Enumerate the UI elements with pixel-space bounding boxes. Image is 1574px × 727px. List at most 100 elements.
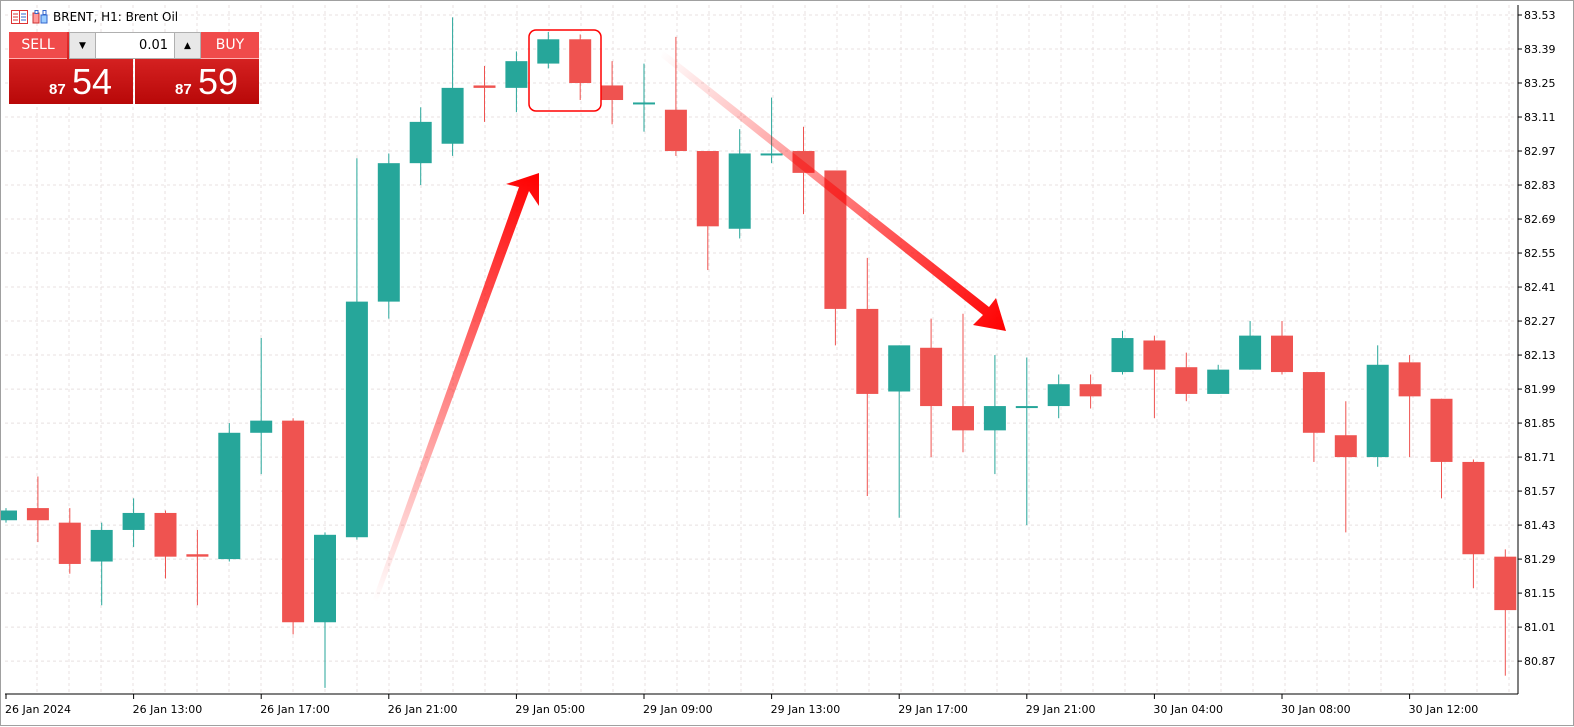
candle <box>983 355 1006 475</box>
price-tick-label: 81.43 <box>1524 519 1556 532</box>
price-tick-label: 82.13 <box>1524 349 1556 362</box>
lot-stepper[interactable]: ▼ 0.01 ▲ <box>69 32 201 59</box>
buy-price-pips: 59 <box>198 61 239 102</box>
candle <box>1079 374 1102 409</box>
time-tick-label: 29 Jan 13:00 <box>771 703 841 716</box>
one-click-trading-panel: SELL 87 54 BUY 87 59 ▼ 0.01 ▲ <box>9 32 259 104</box>
candle-body <box>473 85 496 88</box>
candle <box>314 532 336 688</box>
sell-price-pips: 54 <box>72 61 113 102</box>
candle <box>952 313 974 453</box>
candle <box>154 510 177 579</box>
buy-price-prefix: 87 <box>175 81 192 98</box>
candle-body <box>920 347 943 407</box>
time-tick-label: 26 Jan 17:00 <box>260 703 330 716</box>
candle-body <box>1079 384 1102 397</box>
time-tick-label: 29 Jan 05:00 <box>515 703 585 716</box>
candle-body <box>186 554 209 557</box>
candle-body <box>601 85 624 101</box>
sell-label: SELL <box>9 32 67 59</box>
candle-body <box>569 39 592 84</box>
candle-body <box>1239 335 1262 370</box>
price-tick-label: 82.83 <box>1524 179 1556 192</box>
chart-header: BRENT, H1: Brent Oil <box>11 10 178 24</box>
candle-body <box>250 420 273 433</box>
price-tick-label: 81.29 <box>1524 553 1556 566</box>
candle-body <box>122 512 145 530</box>
candle <box>26 476 49 543</box>
lot-decrease-button[interactable]: ▼ <box>70 33 96 58</box>
candle <box>633 63 655 132</box>
candle-body <box>1462 461 1485 555</box>
candle-body <box>1398 362 1421 397</box>
candle <box>1494 549 1517 676</box>
candle <box>218 423 241 562</box>
candle <box>1 508 17 523</box>
candle <box>1207 364 1230 394</box>
price-tick-label: 83.11 <box>1524 111 1556 124</box>
candle-body <box>664 109 687 152</box>
price-axis[interactable]: 83.53 83.39 83.25 83.11 82.97 82.83 82.69 82.55… <box>1518 9 1556 668</box>
candle <box>345 158 368 540</box>
sell-price-prefix: 87 <box>49 81 66 98</box>
candle <box>1047 374 1070 419</box>
triangle-up-icon: ▲ <box>184 40 191 51</box>
candle <box>90 522 113 606</box>
chart-template-icon[interactable] <box>32 10 49 24</box>
price-tick-label: 81.71 <box>1524 451 1556 464</box>
candle <box>441 17 464 156</box>
candle <box>1334 401 1357 533</box>
annotations <box>371 29 1006 605</box>
candle <box>377 153 400 319</box>
candle <box>1366 345 1389 467</box>
triangle-down-icon: ▼ <box>79 40 86 51</box>
candle-body <box>409 121 432 164</box>
candle-body <box>760 153 783 156</box>
candle-body <box>26 508 49 521</box>
candle-body <box>537 39 560 64</box>
time-tick-label: 29 Jan 21:00 <box>1026 703 1096 716</box>
candle <box>250 338 273 475</box>
candle <box>920 318 943 458</box>
candle-body <box>824 170 847 309</box>
price-tick-label: 81.01 <box>1524 621 1556 634</box>
candle-body <box>983 406 1006 431</box>
time-tick-label: 30 Jan 04:00 <box>1153 703 1223 716</box>
price-tick-label: 83.25 <box>1524 77 1556 90</box>
candle-body <box>218 432 241 560</box>
candle-body <box>1207 369 1230 394</box>
price-tick-label: 83.39 <box>1524 43 1556 56</box>
candle-body <box>696 151 719 227</box>
candle-body <box>58 522 81 564</box>
chart-title: BRENT, H1: Brent Oil <box>53 10 179 24</box>
candle <box>186 529 209 606</box>
candle <box>1430 398 1453 499</box>
candle-body <box>154 512 177 557</box>
candle <box>537 32 560 69</box>
price-tick-label: 83.53 <box>1524 9 1556 22</box>
candle <box>824 170 847 346</box>
time-tick-label: 26 Jan 13:00 <box>133 703 203 716</box>
candle <box>1015 357 1038 526</box>
candle <box>409 107 432 186</box>
buy-label: BUY <box>201 32 259 59</box>
time-tick-label: 26 Jan 21:00 <box>388 703 458 716</box>
buy-button[interactable]: BUY 87 59 <box>135 32 259 104</box>
candle-body <box>1271 335 1293 373</box>
time-tick-label: 29 Jan 17:00 <box>898 703 968 716</box>
candle-body <box>1494 556 1517 611</box>
candle <box>888 345 911 518</box>
highlight-box-annotation <box>528 29 602 112</box>
price-tick-label: 81.57 <box>1524 485 1556 498</box>
time-axis[interactable]: 26 Jan 2024 26 Jan 13:00 26 Jan 17:00 26 Ja… <box>5 694 1478 716</box>
lot-input[interactable]: 0.01 <box>139 38 168 53</box>
candle-body <box>90 529 113 562</box>
candle-body <box>1143 340 1166 370</box>
market-watch-icon[interactable] <box>11 10 28 24</box>
candle-body <box>1302 372 1325 433</box>
lot-increase-button[interactable]: ▲ <box>174 33 200 58</box>
candle <box>58 508 81 574</box>
candle <box>505 51 528 113</box>
